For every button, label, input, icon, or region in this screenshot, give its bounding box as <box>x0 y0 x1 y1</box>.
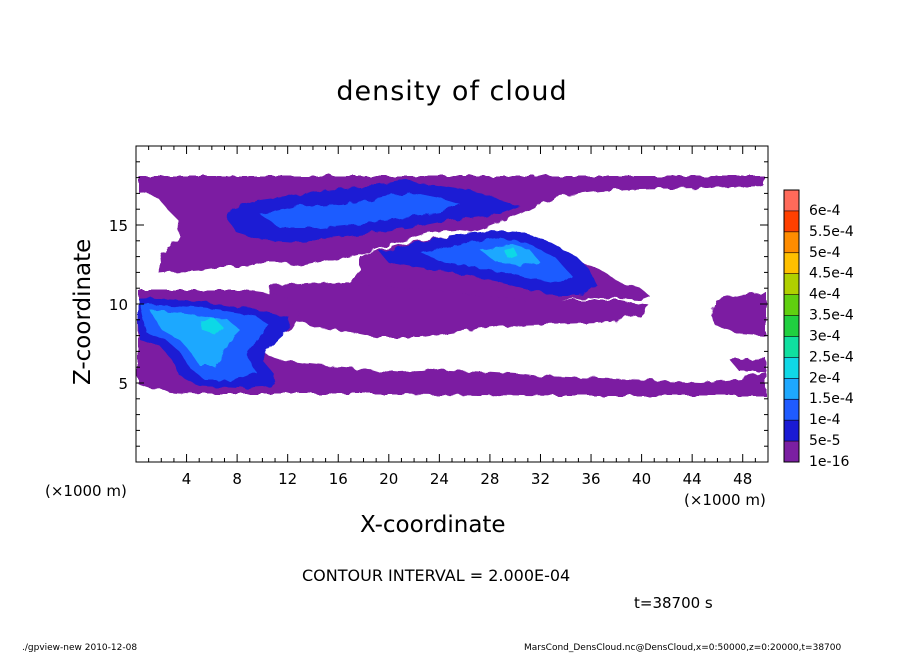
x-tick-label: 4 <box>182 470 192 488</box>
colorbar-swatch <box>784 420 799 442</box>
colorbar-swatch <box>784 378 799 400</box>
cloud-core-upper-inner <box>260 192 460 228</box>
colorbar-label: 4.5e-4 <box>809 266 854 282</box>
colorbar-frame <box>783 189 800 463</box>
y-unit-label: (×1000 m) <box>45 482 127 500</box>
colorbar-swatch <box>784 315 799 337</box>
x-axis: 4 8 12 16 20 24 28 32 36 40 44 48 <box>148 146 756 488</box>
colorbar-label: 3e-4 <box>809 328 841 344</box>
x-tick-label: 44 <box>683 470 702 488</box>
x-tick-label: 12 <box>278 470 297 488</box>
x-tick-label: 28 <box>480 470 499 488</box>
colorbar-label: 5e-5 <box>809 433 840 449</box>
density-field <box>138 176 766 396</box>
x-unit-label: (×1000 m) <box>684 491 766 509</box>
x-tick-label: 8 <box>232 470 242 488</box>
colorbar-label: 4e-4 <box>809 287 841 303</box>
cloud-region-lower <box>138 290 766 396</box>
x-tick-label: 20 <box>379 470 398 488</box>
colorbar-swatch <box>784 357 799 379</box>
colorbar-label: 5e-4 <box>809 245 841 261</box>
footer-right: MarsCond_DensCloud.nc@DensCloud,x=0:5000… <box>524 643 842 653</box>
y-axis-label: Z-coordinate <box>70 238 96 385</box>
y-tick-label: 5 <box>118 375 128 393</box>
x-tick-label: 36 <box>581 470 600 488</box>
contour-interval: CONTOUR INTERVAL = 2.000E-04 <box>302 566 571 585</box>
time-label: t=38700 s <box>634 594 713 612</box>
colorbar-label: 6e-4 <box>809 203 841 219</box>
x-axis-label: X-coordinate <box>360 512 506 538</box>
x-tick-label: 32 <box>531 470 550 488</box>
cloud-region-mid-band <box>268 282 650 338</box>
x-tick-label: 16 <box>329 470 348 488</box>
cloud-region-right-small <box>730 358 766 372</box>
x-tick-label: 48 <box>733 470 752 488</box>
colorbar-swatch <box>784 252 799 274</box>
colorbar-swatch <box>784 273 799 295</box>
colorbar-label: 2e-4 <box>809 370 841 386</box>
y-tick-label: 10 <box>109 296 128 314</box>
footer-left: ./gpview-new 2010-12-08 <box>22 643 138 653</box>
colorbar: 1e-16 5e-5 1e-4 1.5e-4 2e-4 2.5e-4 3e-4 3.5e-4 4… <box>783 189 854 470</box>
colorbar-swatch <box>784 399 799 421</box>
colorbar-swatch <box>784 190 799 211</box>
chart-title: density of cloud <box>336 76 568 107</box>
colorbar-swatch <box>784 441 799 462</box>
y-axis: 5 10 15 <box>109 161 768 447</box>
colorbar-label: 1e-4 <box>809 412 841 428</box>
colorbar-swatch <box>784 210 799 232</box>
x-tick-label: 24 <box>430 470 449 488</box>
colorbar-label: 5.5e-4 <box>809 224 854 240</box>
colorbar-label: 2.5e-4 <box>809 349 854 365</box>
x-tick-label: 40 <box>632 470 651 488</box>
cloud-region-right <box>710 292 766 336</box>
colorbar-swatch <box>784 294 799 316</box>
cloud-spot-lower <box>200 318 222 334</box>
colorbar-label: 1e-16 <box>809 454 849 470</box>
colorbar-swatch <box>784 231 799 253</box>
y-tick-label: 15 <box>109 217 128 235</box>
colorbar-label: 1.5e-4 <box>809 391 854 407</box>
colorbar-label: 3.5e-4 <box>809 308 854 324</box>
colorbar-swatch <box>784 336 799 358</box>
cloud-spot-mid <box>504 248 518 258</box>
